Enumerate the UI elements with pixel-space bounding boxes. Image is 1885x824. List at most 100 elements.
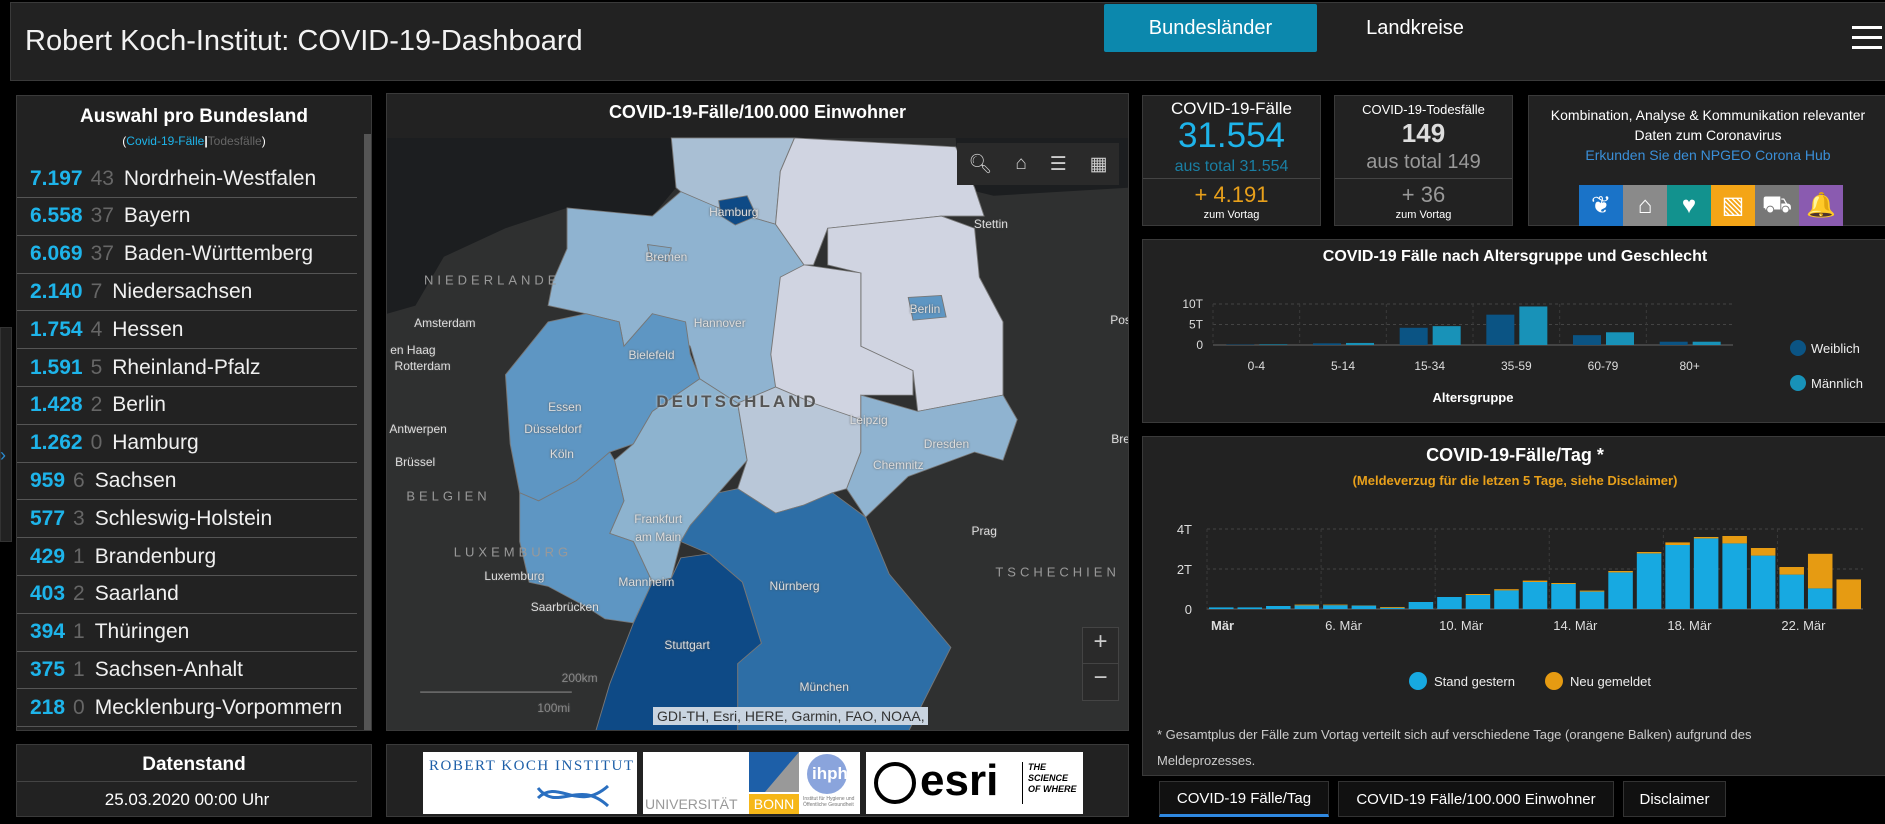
- heart-pulse-icon[interactable]: ♥: [1667, 185, 1711, 226]
- state-row[interactable]: 7.197 43 Nordrhein-Westfalen: [17, 160, 357, 198]
- bar-stand-gestern-21.03[interactable]: [1750, 555, 1776, 609]
- bar-stand-gestern-07.03[interactable]: [1351, 605, 1377, 609]
- state-row[interactable]: 394 1 Thüringen: [17, 614, 357, 652]
- legend-label[interactable]: Weiblich: [1811, 341, 1860, 356]
- bar-männlich-80+[interactable]: [1692, 341, 1721, 345]
- state-row[interactable]: 218 0 Mecklenburg-Vorpommern: [17, 689, 357, 728]
- bar-stand-gestern-05.03[interactable]: [1294, 605, 1320, 609]
- legend-label[interactable]: Neu gemeldet: [1570, 674, 1651, 689]
- state-row[interactable]: 959 6 Sachsen: [17, 462, 357, 501]
- plant-hand-icon[interactable]: ❦: [1579, 185, 1623, 226]
- bar-stand-gestern-11.03[interactable]: [1465, 595, 1491, 609]
- state-row[interactable]: 2.140 7 Niedersachsen: [17, 273, 357, 312]
- map-panel[interactable]: COVID-19-Fälle/100.000 Einwohner Hamburg…: [386, 93, 1129, 731]
- germany-map[interactable]: [387, 94, 1129, 731]
- bar-stand-gestern-20.03[interactable]: [1722, 543, 1747, 609]
- bar-weiblich-15-34[interactable]: [1399, 327, 1428, 345]
- bar-neu-gemeldet-21.03[interactable]: [1750, 548, 1776, 556]
- basemap-gallery-icon[interactable]: ▦: [1089, 153, 1108, 175]
- state-thueringen[interactable]: [737, 386, 862, 514]
- chevron-right-icon[interactable]: ›: [0, 445, 6, 465]
- tab-landkreise[interactable]: Landkreise: [1366, 16, 1464, 39]
- bar-neu-gemeldet-15.03[interactable]: [1579, 590, 1605, 592]
- bar-neu-gemeldet-20.03[interactable]: [1722, 536, 1747, 544]
- side-panel-toggle[interactable]: [0, 327, 12, 542]
- npgeo-hub-link[interactable]: Erkunden Sie den NPGEO Corona Hub: [1585, 147, 1831, 163]
- bar-stand-gestern-17.03[interactable]: [1636, 553, 1662, 609]
- home-icon[interactable]: ⌂: [1015, 153, 1027, 174]
- bell-icon[interactable]: 🔔: [1799, 185, 1843, 226]
- bar-stand-gestern-03.03[interactable]: [1237, 607, 1263, 609]
- state-row[interactable]: 1.591 5 Rheinland-Pfalz: [17, 349, 357, 387]
- state-row[interactable]: 1.428 2 Berlin: [17, 387, 357, 425]
- state-berlin[interactable]: [907, 294, 947, 321]
- bar-stand-gestern-12.03[interactable]: [1494, 590, 1519, 609]
- legend-label[interactable]: Männlich: [1811, 376, 1863, 391]
- bar-neu-gemeldet-06.03[interactable]: [1323, 604, 1348, 606]
- rki-logo[interactable]: ROBERT KOCH INSTITUT: [423, 752, 637, 814]
- hamburger-icon[interactable]: [1852, 26, 1882, 52]
- state-rheinland-pfalz[interactable]: [519, 451, 653, 624]
- bar-neu-gemeldet-17.03[interactable]: [1636, 552, 1662, 554]
- bar-männlich-60-79[interactable]: [1606, 332, 1634, 345]
- bar-männlich-35-59[interactable]: [1519, 306, 1548, 345]
- bar-neu-gemeldet-13.03[interactable]: [1522, 580, 1548, 582]
- uni-bonn-logo[interactable]: UNIVERSITÄT BONN ihph Institut für Hygie…: [643, 752, 860, 814]
- map-boundary-icon[interactable]: ▧: [1711, 185, 1755, 226]
- state-row[interactable]: 429 1 Brandenburg: [17, 538, 357, 576]
- map-attribution[interactable]: GDI-TH, Esri, HERE, Garmin, FAO, NOAA, .…: [653, 707, 928, 725]
- legend-label[interactable]: Stand gestern: [1434, 674, 1515, 689]
- search-icon[interactable]: 🔍︎: [968, 154, 993, 175]
- cars-icon[interactable]: ⛟: [1755, 185, 1799, 226]
- bar-stand-gestern-09.03[interactable]: [1408, 602, 1434, 609]
- bar-neu-gemeldet-18.03[interactable]: [1665, 542, 1690, 545]
- state-row[interactable]: 1.754 4 Hessen: [17, 311, 357, 350]
- state-row[interactable]: 577 3 Schleswig-Holstein: [17, 500, 357, 539]
- state-row[interactable]: 375 1 Sachsen-Anhalt: [17, 651, 357, 690]
- bar-stand-gestern-04.03[interactable]: [1266, 606, 1291, 609]
- tab-disclaimer[interactable]: Disclaimer: [1623, 781, 1726, 817]
- zoom-in-button[interactable]: +: [1083, 628, 1118, 664]
- state-row[interactable]: 403 2 Saarland: [17, 576, 357, 614]
- bar-neu-gemeldet-23.03[interactable]: [1807, 553, 1833, 589]
- bar-neu-gemeldet-14.03[interactable]: [1551, 583, 1576, 584]
- bar-neu-gemeldet-16.03[interactable]: [1608, 571, 1633, 573]
- bar-stand-gestern-13.03[interactable]: [1522, 582, 1548, 609]
- bar-neu-gemeldet-12.03[interactable]: [1494, 589, 1519, 591]
- bar-männlich-5-14[interactable]: [1346, 342, 1374, 345]
- bar-männlich-15-34[interactable]: [1432, 326, 1461, 345]
- bar-stand-gestern-18.03[interactable]: [1665, 545, 1690, 609]
- state-sachsen[interactable]: [846, 394, 1018, 518]
- bar-neu-gemeldet-08.03[interactable]: [1380, 607, 1405, 608]
- bar-stand-gestern-16.03[interactable]: [1608, 572, 1633, 609]
- tab-faelle-tag[interactable]: COVID-19 Fälle/Tag: [1159, 781, 1329, 817]
- bar-weiblich-60-79[interactable]: [1573, 335, 1601, 345]
- bar-neu-gemeldet-11.03[interactable]: [1465, 594, 1491, 595]
- tab-faelle-100000[interactable]: COVID-19 Fälle/100.000 Einwohner: [1338, 781, 1614, 817]
- esri-logo[interactable]: esri THE SCIENCE OF WHERE: [866, 752, 1083, 814]
- bar-weiblich-5-14[interactable]: [1313, 343, 1341, 345]
- location-home-icon[interactable]: ⌂: [1623, 185, 1667, 226]
- scrollbar[interactable]: [364, 134, 371, 730]
- bar-neu-gemeldet-19.03[interactable]: [1693, 537, 1719, 539]
- tab-bundeslaender[interactable]: Bundesländer: [1104, 4, 1317, 52]
- bar-stand-gestern-14.03[interactable]: [1551, 584, 1576, 609]
- bar-stand-gestern-10.03[interactable]: [1437, 597, 1462, 609]
- zoom-out-button[interactable]: −: [1093, 664, 1108, 691]
- state-baden-wuerttemberg[interactable]: [595, 553, 762, 731]
- legend-list-icon[interactable]: ☰: [1049, 153, 1067, 175]
- state-hamburg[interactable]: [718, 195, 758, 226]
- bar-stand-gestern-15.03[interactable]: [1579, 591, 1605, 609]
- bar-stand-gestern-06.03[interactable]: [1323, 605, 1348, 609]
- bar-stand-gestern-19.03[interactable]: [1693, 538, 1719, 609]
- state-bremen[interactable]: [647, 244, 672, 263]
- bar-neu-gemeldet-24.03[interactable]: [1836, 579, 1861, 609]
- bar-weiblich-80+[interactable]: [1659, 341, 1688, 345]
- bar-neu-gemeldet-05.03[interactable]: [1294, 604, 1320, 606]
- bar-männlich-0-4[interactable]: [1259, 344, 1288, 345]
- bar-stand-gestern-22.03[interactable]: [1779, 574, 1804, 609]
- state-row[interactable]: 6.069 37 Baden-Württemberg: [17, 236, 357, 274]
- bar-weiblich-35-59[interactable]: [1486, 314, 1515, 345]
- state-row[interactable]: 1.262 0 Hamburg: [17, 425, 357, 463]
- bar-stand-gestern-23.03[interactable]: [1807, 588, 1833, 609]
